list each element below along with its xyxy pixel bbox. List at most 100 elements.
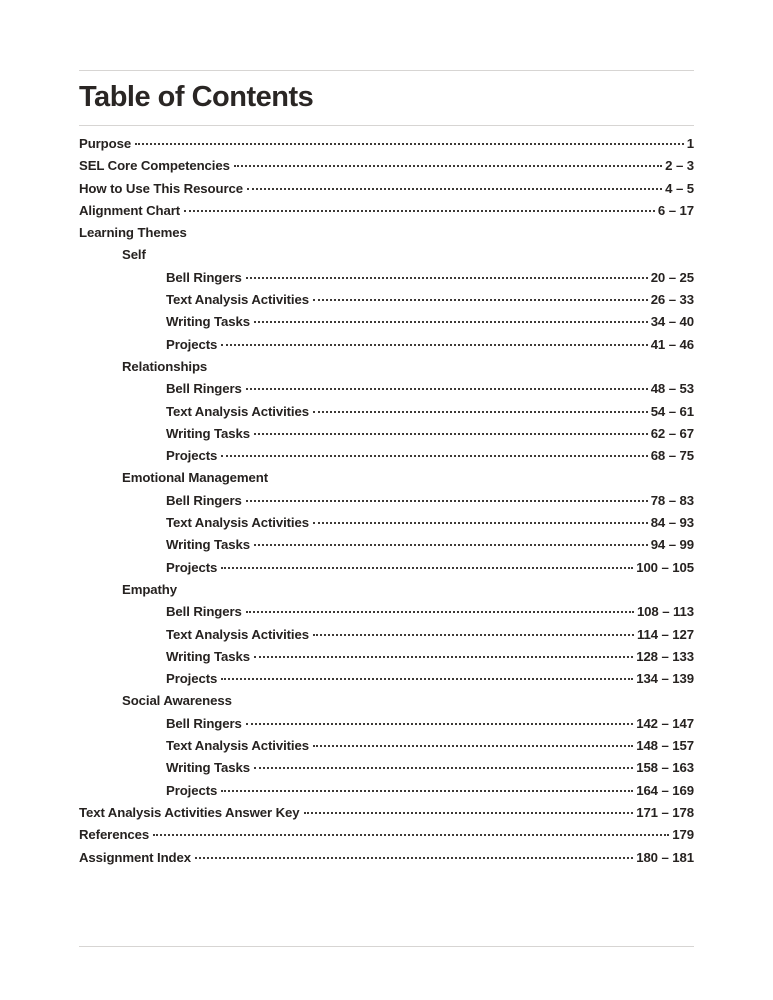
toc-entry-label: Bell Ringers: [166, 269, 242, 285]
toc-entry-label: References: [79, 827, 150, 843]
toc-entry-pages: 6 – 17: [657, 202, 694, 218]
dot-leader: [246, 187, 663, 190]
toc-entry-pages: 1: [686, 136, 694, 151]
dot-leader: [312, 522, 648, 525]
dot-leader: [184, 209, 655, 212]
title-top-rule: [79, 70, 694, 71]
toc-entry-pages: 100 – 105: [636, 559, 694, 575]
toc-entry-label: Projects: [166, 671, 218, 687]
toc-entry: Self: [79, 247, 694, 269]
toc-entry: Projects 68 – 75: [79, 448, 694, 470]
toc-entry: Bell Ringers 108 – 113: [79, 604, 694, 626]
toc-entry-pages: 158 – 163: [636, 760, 694, 776]
toc-list: Purpose 1 SEL Core Competencies 2 – 3 Ho…: [79, 136, 694, 872]
dot-leader: [233, 165, 663, 168]
toc-entry: Writing Tasks 94 – 99: [79, 537, 694, 559]
toc-entry: Assignment Index 180 – 181: [79, 850, 694, 872]
toc-entry-pages: 48 – 53: [650, 381, 694, 397]
toc-entry-label: Bell Ringers: [166, 381, 242, 397]
dot-leader: [312, 299, 648, 302]
toc-entry-label: Text Analysis Activities: [166, 515, 309, 531]
toc-entry-pages: 142 – 147: [636, 715, 694, 731]
dot-leader: [312, 633, 634, 636]
toc-entry-pages: 114 – 127: [636, 626, 694, 642]
title-bottom-rule: [79, 125, 694, 126]
toc-entry-label: Projects: [166, 782, 218, 798]
toc-entry: SEL Core Competencies 2 – 3: [79, 158, 694, 180]
toc-entry-label: Text Analysis Activities: [166, 292, 309, 308]
toc-entry: Text Analysis Activities 54 – 61: [79, 404, 694, 426]
toc-entry-label: Learning Themes: [79, 225, 187, 241]
toc-entry-pages: 128 – 133: [636, 648, 694, 664]
toc-entry-pages: 78 – 83: [650, 492, 694, 508]
toc-entry: Writing Tasks 34 – 40: [79, 314, 694, 336]
toc-entry-label: Text Analysis Activities: [166, 403, 309, 419]
toc-entry: Learning Themes: [79, 225, 694, 247]
toc-entry-pages: 164 – 169: [636, 782, 694, 798]
toc-entry-label: Emotional Management: [122, 470, 269, 486]
dot-leader: [221, 789, 634, 792]
title-block: Table of Contents: [79, 0, 694, 126]
dot-leader: [153, 834, 670, 837]
toc-entry-label: SEL Core Competencies: [79, 158, 230, 174]
toc-entry: Purpose 1: [79, 136, 694, 158]
toc-entry-label: Writing Tasks: [166, 425, 250, 441]
dot-leader: [245, 722, 634, 725]
toc-entry-label: Relationships: [122, 358, 208, 374]
toc-entry-label: How to Use This Resource: [79, 180, 243, 196]
toc-entry-label: Bell Ringers: [166, 715, 242, 731]
toc-entry-label: Social Awareness: [122, 693, 232, 709]
toc-entry: Alignment Chart 6 – 17: [79, 203, 694, 225]
dot-leader: [245, 499, 648, 502]
toc-entry: Bell Ringers 142 – 147: [79, 716, 694, 738]
toc-entry: Text Analysis Activities 148 – 157: [79, 738, 694, 760]
toc-entry-pages: 26 – 33: [650, 292, 694, 308]
dot-leader: [253, 321, 648, 324]
toc-entry-label: Writing Tasks: [166, 648, 250, 664]
toc-entry-label: Projects: [166, 448, 218, 464]
toc-entry: Empathy: [79, 582, 694, 604]
dot-leader: [303, 811, 634, 814]
dot-leader: [253, 767, 634, 770]
toc-entry: Social Awareness: [79, 693, 694, 715]
footer-rule: [79, 945, 694, 947]
dot-leader: [221, 566, 634, 569]
dot-leader: [253, 655, 634, 658]
toc-entry: How to Use This Resource 4 – 5: [79, 181, 694, 203]
toc-entry-pages: 62 – 67: [650, 425, 694, 441]
dot-leader: [312, 410, 648, 413]
toc-entry-pages: 41 – 46: [650, 336, 694, 352]
page-title: Table of Contents: [79, 81, 314, 113]
dot-leader: [135, 143, 684, 145]
toc-entry: Text Analysis Activities 26 – 33: [79, 292, 694, 314]
dot-leader: [245, 611, 634, 614]
toc-entry-pages: 108 – 113: [636, 604, 694, 620]
toc-entry-label: Writing Tasks: [166, 537, 250, 553]
toc-entry-pages: 4 – 5: [665, 180, 694, 196]
toc-entry-label: Empathy: [122, 581, 177, 597]
toc-entry: Relationships: [79, 359, 694, 381]
toc-entry: Projects 100 – 105: [79, 560, 694, 582]
toc-entry-label: Self: [122, 247, 146, 263]
toc-entry: Bell Ringers 78 – 83: [79, 493, 694, 515]
toc-entry-pages: 134 – 139: [636, 671, 694, 687]
toc-entry-label: Projects: [166, 559, 218, 575]
toc-entry-label: Text Analysis Activities: [166, 626, 309, 642]
dot-leader: [221, 678, 634, 681]
toc-entry-pages: 94 – 99: [650, 537, 694, 553]
toc-entry: Emotional Management: [79, 470, 694, 492]
toc-entry-pages: 148 – 157: [636, 738, 694, 754]
toc-entry: Writing Tasks 128 – 133: [79, 649, 694, 671]
toc-entry: Text Analysis Activities 84 – 93: [79, 515, 694, 537]
toc-entry: Text Analysis Activities Answer Key 171 …: [79, 805, 694, 827]
toc-entry-pages: 68 – 75: [650, 448, 694, 464]
toc-entry-label: Purpose: [79, 136, 132, 151]
toc-entry: Bell Ringers 20 – 25: [79, 270, 694, 292]
dot-leader: [253, 544, 648, 547]
toc-entry-label: Text Analysis Activities: [166, 738, 309, 754]
dot-leader: [245, 276, 648, 279]
toc-entry-pages: 20 – 25: [650, 269, 694, 285]
dot-leader: [312, 745, 634, 748]
toc-entry-pages: 179: [672, 827, 694, 843]
